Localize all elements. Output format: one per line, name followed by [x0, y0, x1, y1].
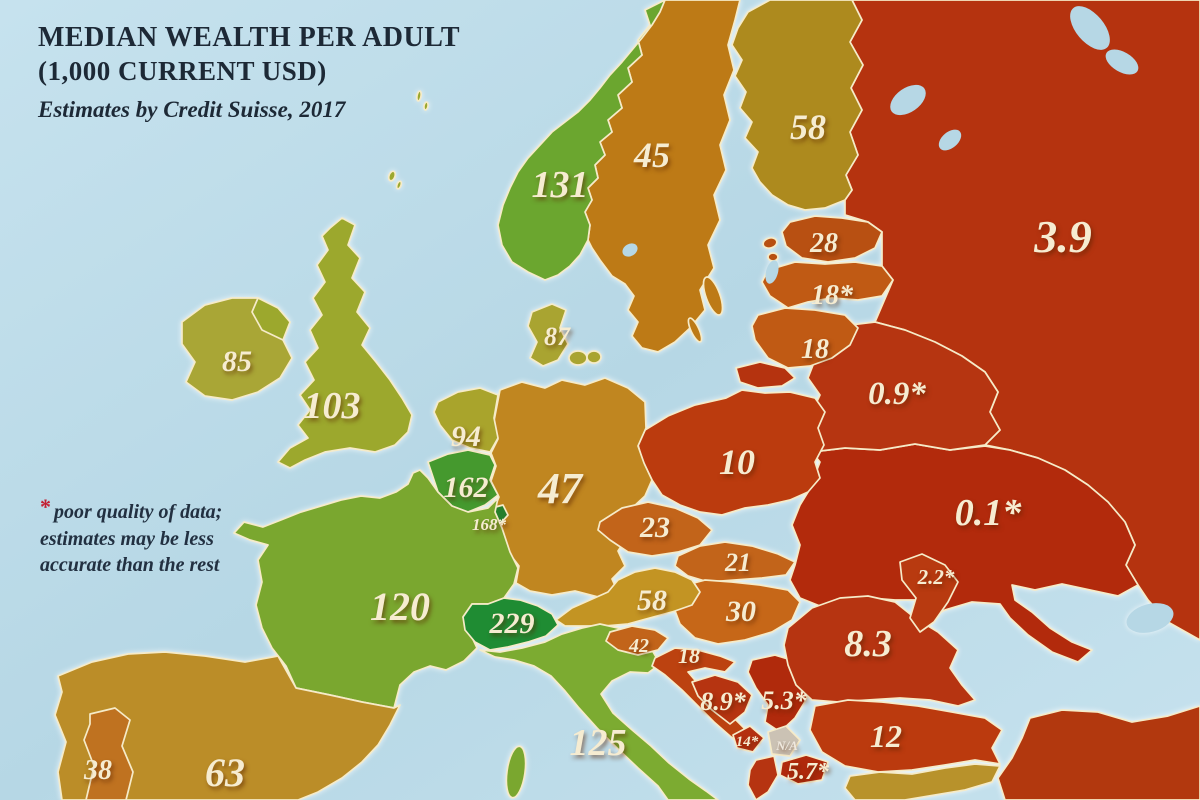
value-label-romania: 8.3 [844, 623, 892, 665]
value-label-great_britain: 103 [304, 385, 361, 427]
country-france [233, 469, 519, 709]
country-slovakia [674, 541, 796, 583]
island-france [505, 745, 527, 799]
water-body [1105, 49, 1139, 75]
island-estonia [767, 252, 779, 262]
country-germany [490, 377, 653, 598]
value-label-kosovo: N/A [775, 738, 798, 753]
value-label-serbia: 5.3* [761, 686, 808, 715]
island-great_britain [387, 170, 397, 182]
value-label-germany: 47 [537, 464, 584, 513]
value-label-montenegro: 14* [736, 734, 759, 750]
island-great_britain [415, 90, 423, 102]
island-great_britain [395, 180, 403, 190]
value-label-finland: 58 [790, 107, 826, 147]
land-group [54, 0, 1200, 800]
country-estonia [781, 215, 883, 263]
value-label-italy: 125 [570, 722, 627, 764]
country-slovenia [605, 625, 669, 656]
map-title-block: MEDIAN WEALTH PER ADULT (1,000 CURRENT U… [38, 20, 460, 123]
country-belarus [804, 321, 1001, 453]
value-label-switzerland: 229 [489, 607, 535, 640]
country-portugal [83, 707, 134, 800]
country-kosovo [767, 725, 801, 757]
map-subtitle-units: (1,000 CURRENT USD) [38, 56, 327, 86]
country-poland [637, 389, 826, 516]
island-estonia [762, 236, 778, 250]
island-denmark [586, 350, 602, 364]
value-label-ireland: 85 [222, 345, 252, 378]
value-label-latvia: 18* [811, 280, 854, 311]
country-netherlands [433, 387, 499, 453]
country-great_britain [277, 217, 413, 469]
value-label-bosnia: 8.9* [700, 687, 747, 716]
value-label-slovakia: 21 [724, 548, 751, 577]
country-bosnia [691, 674, 753, 725]
country-romania [783, 595, 976, 707]
country-norway [497, 0, 666, 281]
country-denmark [527, 303, 569, 367]
country-greece [844, 763, 1001, 800]
country-czech [597, 501, 713, 557]
water-body [1070, 6, 1110, 50]
country-macedonia [779, 754, 829, 785]
country-n_ireland [251, 297, 291, 341]
country-kaliningrad [735, 361, 796, 389]
water-body [890, 84, 926, 116]
value-label-macedonia: 5.7* [787, 759, 830, 785]
value-label-denmark: 87 [544, 322, 571, 351]
value-label-croatia: 18 [678, 643, 700, 668]
value-label-belgium: 162 [444, 471, 489, 504]
value-label-lithuania: 18 [801, 334, 829, 365]
map-source: Estimates by Credit Suisse, 2017 [38, 96, 346, 122]
value-label-luxembourg: 168* [472, 515, 507, 534]
water-body [622, 243, 638, 257]
value-label-russia: 3.9 [1033, 211, 1092, 262]
value-label-poland: 10 [719, 442, 755, 482]
value-label-hungary: 30 [725, 595, 756, 628]
country-switzerland [462, 597, 559, 651]
country-lithuania [751, 307, 859, 369]
water-body [1126, 603, 1174, 633]
country-hungary [673, 579, 801, 645]
country-turkey [997, 705, 1200, 800]
value-label-moldova: 2.2* [917, 565, 955, 589]
value-label-austria: 58 [637, 584, 667, 617]
value-label-ukraine: 0.1* [955, 492, 1023, 534]
footnote: * poor quality of data; estimates may be … [40, 492, 258, 579]
island-denmark [568, 350, 588, 366]
country-bulgaria [809, 699, 1003, 773]
value-label-norway: 131 [532, 164, 589, 206]
country-moldova [899, 553, 959, 633]
map-title: MEDIAN WEALTH PER ADULT [38, 22, 461, 53]
country-albania [747, 755, 779, 800]
value-label-bulgaria: 12 [870, 718, 902, 754]
value-label-sweden: 45 [633, 135, 670, 175]
country-spain [54, 651, 401, 800]
value-label-estonia: 28 [809, 228, 838, 259]
island-great_britain [423, 101, 429, 111]
value-label-spain: 63 [205, 750, 245, 795]
water-body [938, 129, 962, 151]
country-montenegro [732, 725, 765, 753]
water-body [765, 260, 779, 284]
country-italy [479, 623, 719, 800]
country-finland [731, 0, 864, 211]
value-label-belarus: 0.9* [868, 376, 926, 412]
island-sweden [687, 317, 703, 343]
country-ukraine [789, 443, 1139, 663]
value-label-netherlands: 94 [451, 420, 481, 453]
value-label-czech: 23 [639, 511, 670, 544]
country-latvia [761, 261, 894, 309]
value-label-slovenia: 42 [628, 635, 649, 657]
island-sweden [702, 276, 724, 316]
footnote-asterisk: * [40, 494, 51, 519]
value-label-portugal: 38 [83, 755, 112, 786]
value-label-france: 120 [370, 584, 430, 629]
footnote-text: poor quality of data; estimates may be l… [40, 501, 223, 577]
